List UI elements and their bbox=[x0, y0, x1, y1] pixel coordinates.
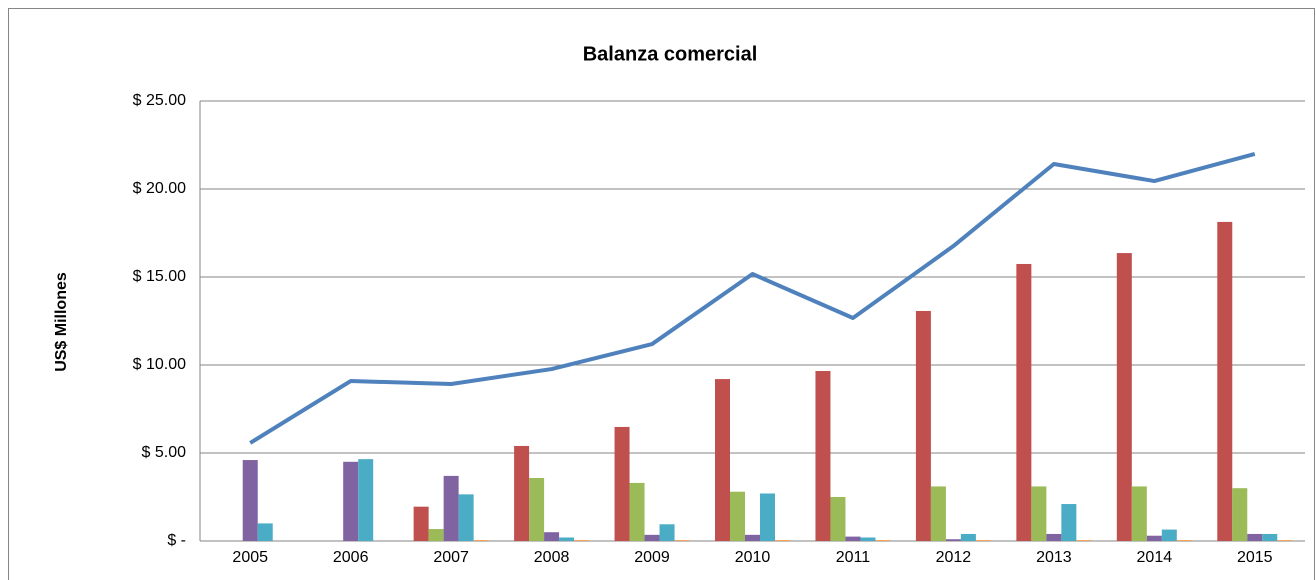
bar bbox=[413, 506, 429, 541]
bar bbox=[644, 534, 660, 541]
bar bbox=[443, 475, 459, 541]
bar bbox=[343, 461, 359, 541]
x-tick-label: 2013 bbox=[1036, 549, 1072, 566]
bar bbox=[1277, 540, 1293, 541]
bar bbox=[775, 540, 790, 541]
bar bbox=[960, 533, 976, 541]
bar bbox=[1161, 529, 1177, 541]
line bbox=[249, 152, 1256, 445]
bar bbox=[975, 540, 991, 541]
bar bbox=[875, 540, 891, 541]
y-tick-label: $ 25.00 bbox=[133, 92, 186, 109]
bar bbox=[559, 537, 575, 541]
bar bbox=[830, 497, 846, 541]
bar bbox=[544, 532, 560, 541]
bar bbox=[1232, 488, 1248, 541]
x-tick-label: 2008 bbox=[534, 549, 570, 566]
bar bbox=[1131, 486, 1147, 541]
y-tick-label: $ 15.00 bbox=[133, 268, 186, 285]
bar bbox=[860, 537, 876, 541]
bar bbox=[930, 486, 946, 541]
x-tick-label: 2015 bbox=[1237, 549, 1273, 566]
y-tick-label: $ 10.00 bbox=[133, 356, 186, 373]
bar bbox=[1116, 253, 1132, 541]
bar bbox=[257, 523, 273, 541]
x-tick-label: 2005 bbox=[232, 549, 268, 566]
bar bbox=[1061, 504, 1077, 541]
bar bbox=[745, 534, 760, 541]
x-tick-label: 2009 bbox=[634, 549, 670, 566]
bar bbox=[473, 540, 489, 541]
bar bbox=[1262, 533, 1278, 541]
chart-frame bbox=[8, 8, 1315, 580]
bar bbox=[629, 482, 645, 541]
x-tick-label: 2011 bbox=[836, 549, 871, 566]
bar bbox=[674, 540, 690, 541]
y-tick-label: $ - bbox=[167, 532, 186, 549]
bar bbox=[945, 539, 961, 541]
bar bbox=[915, 310, 931, 541]
x-tick-label: 2007 bbox=[433, 549, 469, 566]
y-tick-label: $ 20.00 bbox=[133, 180, 186, 197]
bar bbox=[1046, 533, 1062, 541]
chart-title: Balanza comercial bbox=[583, 43, 758, 65]
bar bbox=[242, 460, 258, 541]
bar bbox=[845, 536, 861, 541]
bar bbox=[1076, 540, 1092, 541]
bar bbox=[1217, 221, 1233, 542]
bar bbox=[574, 540, 590, 541]
bar bbox=[730, 491, 745, 541]
bar bbox=[358, 459, 374, 541]
y-tick-label: $ 5.00 bbox=[142, 444, 187, 461]
bar bbox=[1247, 533, 1263, 541]
bar bbox=[715, 379, 730, 541]
bar bbox=[760, 493, 775, 541]
bar bbox=[1016, 263, 1032, 541]
bar bbox=[529, 477, 545, 541]
bar bbox=[659, 524, 675, 541]
y-axis-label: US$ Millones bbox=[53, 272, 70, 372]
x-tick-label: 2006 bbox=[333, 549, 369, 566]
bar bbox=[614, 426, 630, 541]
x-tick-label: 2010 bbox=[735, 549, 771, 566]
x-tick-label: 2014 bbox=[1137, 549, 1173, 566]
bar bbox=[1176, 540, 1192, 541]
bar bbox=[458, 494, 474, 541]
bar bbox=[1031, 486, 1047, 541]
bar bbox=[815, 370, 831, 541]
bar bbox=[514, 445, 530, 541]
bar bbox=[1146, 535, 1162, 541]
x-tick-label: 2012 bbox=[936, 549, 972, 566]
bar bbox=[428, 529, 444, 541]
